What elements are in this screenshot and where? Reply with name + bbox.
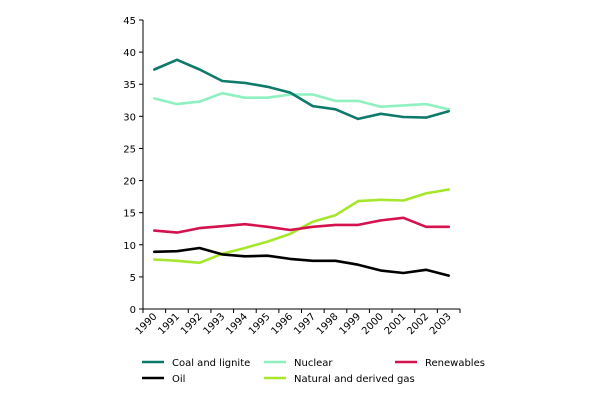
- series-line-natural-and-derived-gas: [153, 188, 451, 265]
- x-tick-label: 2001: [383, 311, 409, 337]
- x-tick-label: 1995: [247, 311, 273, 337]
- x-axis-ticks: 1990199119921993199419951996199719981999…: [134, 309, 461, 337]
- x-tick-label: 2003: [428, 311, 454, 337]
- x-tick-label: 1992: [179, 311, 205, 337]
- x-tick-label: 1996: [270, 311, 296, 337]
- x-tick-label: 2002: [405, 311, 431, 337]
- x-tick-label: 1994: [224, 311, 250, 337]
- y-tick-label: 40: [123, 48, 136, 59]
- x-tick-label: 1997: [292, 311, 318, 337]
- y-axis-ticks: 0 5 10 15 20 25 30 35 40 45: [123, 16, 143, 316]
- y-tick-label: 45: [123, 16, 136, 27]
- y-tick-label: 10: [123, 241, 136, 252]
- x-tick-label: 1991: [156, 311, 182, 337]
- y-tick-label: 20: [123, 177, 136, 188]
- x-tick-label: 1998: [315, 311, 341, 337]
- series-line-renewables: [153, 216, 451, 234]
- legend-label-nuclear: Nuclear: [294, 358, 333, 369]
- legend-label-natural-and-derived-gas: Natural and derived gas: [294, 374, 415, 385]
- y-tick-label: 25: [123, 144, 136, 155]
- legend-label-renewables: Renewables: [425, 358, 485, 369]
- y-tick-label: 5: [130, 273, 136, 284]
- x-tick-label: 1999: [337, 311, 363, 337]
- series-line-oil: [153, 246, 451, 277]
- x-tick-label: 2000: [360, 311, 386, 337]
- legend-label-coal-and-lignite: Coal and lignite: [172, 358, 250, 369]
- y-tick-label: 15: [123, 209, 136, 220]
- chart-axes: [142, 20, 460, 310]
- x-tick-label: 1993: [202, 311, 228, 337]
- y-tick-label: 35: [123, 80, 136, 91]
- series-line-coal-and-lignite: [153, 58, 451, 121]
- series-line-nuclear: [153, 91, 451, 111]
- y-tick-label: 0: [130, 305, 136, 316]
- x-tick-label: 1990: [134, 311, 160, 337]
- y-tick-label: 30: [123, 112, 136, 123]
- legend-label-oil: Oil: [172, 374, 185, 385]
- legend: Coal and lignite Nuclear Renewables Oil Natu…: [142, 358, 485, 385]
- series-group: [153, 58, 451, 277]
